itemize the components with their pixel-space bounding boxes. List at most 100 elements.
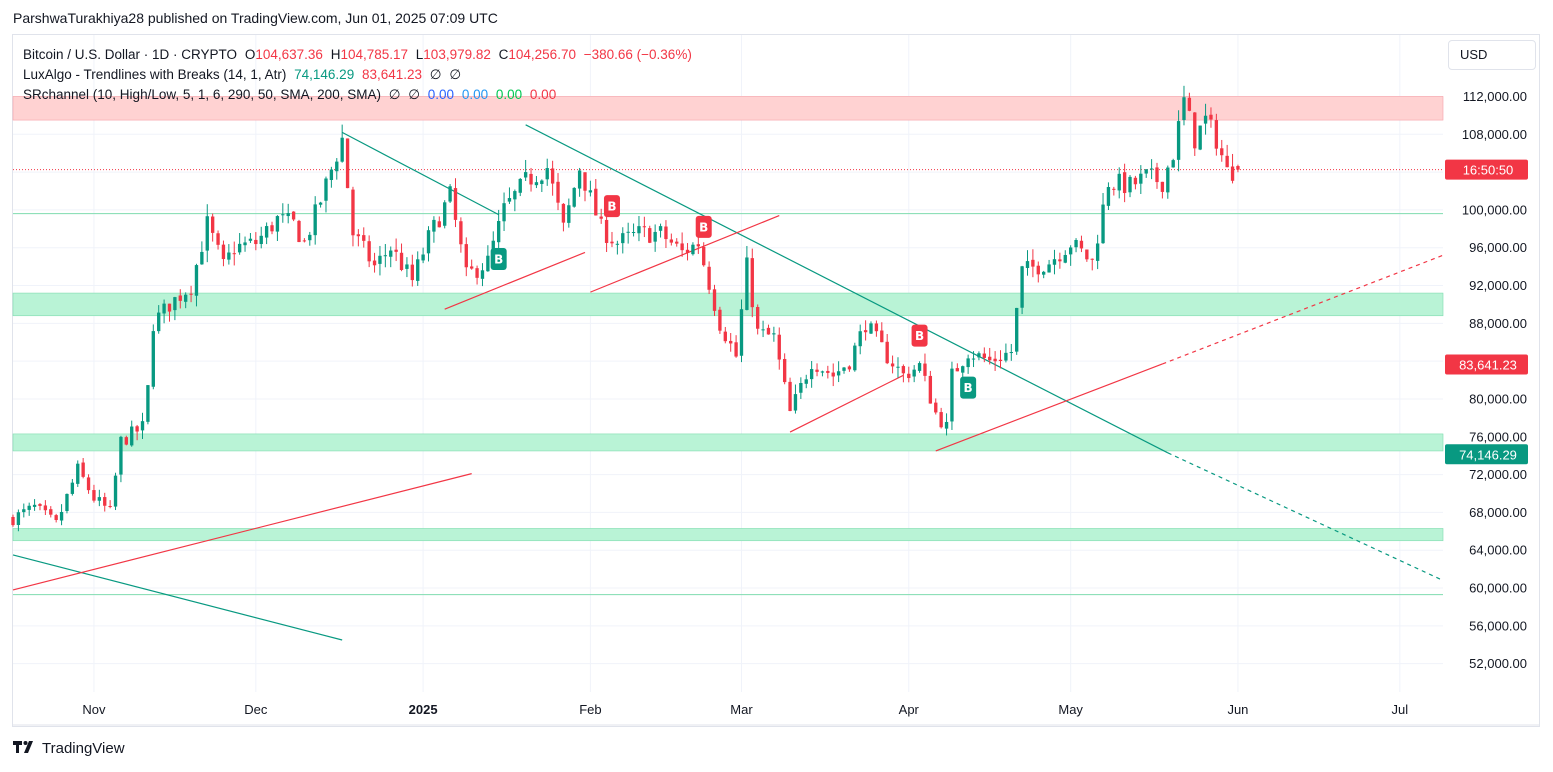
candle-body xyxy=(464,244,468,268)
candle-body xyxy=(961,366,965,373)
price-label-text: 16:50:50 xyxy=(1463,163,1514,178)
candle xyxy=(167,303,172,322)
footer-brand[interactable]: TradingView xyxy=(13,740,125,757)
candle xyxy=(993,351,997,371)
candle xyxy=(529,167,533,192)
candle-body xyxy=(637,226,641,234)
sr-zone-green xyxy=(12,528,1444,542)
break-marker-label: B xyxy=(915,329,924,343)
candle-body xyxy=(723,331,727,342)
publisher-line: ParshwaTurakhiya28 published on TradingV… xyxy=(13,10,498,26)
candle xyxy=(831,363,835,387)
price-tick-label: 56,000.00 xyxy=(1469,618,1527,633)
candle-body xyxy=(367,241,371,262)
break-marker-label: B xyxy=(494,253,503,267)
candle xyxy=(745,245,749,311)
price-tick-label: 72,000.00 xyxy=(1469,467,1527,482)
candle-body xyxy=(405,264,409,269)
candle-body xyxy=(1031,259,1035,267)
candle xyxy=(626,222,630,244)
candle-body xyxy=(653,231,657,242)
candle xyxy=(653,224,657,252)
candle-body xyxy=(157,312,161,332)
candle xyxy=(210,213,215,242)
high-value: 104,785.17 xyxy=(340,47,409,62)
candle xyxy=(772,326,776,342)
indicator2-value-2: ∅ xyxy=(408,87,421,102)
candle xyxy=(178,289,182,309)
high-label: H xyxy=(330,47,341,62)
candle-body xyxy=(1193,112,1197,149)
candle xyxy=(216,230,220,250)
candle-body xyxy=(588,190,593,193)
price-label-red: 83,641.23 xyxy=(1445,354,1528,375)
trendline-red xyxy=(12,473,472,591)
change-value: −380.66 (−0.36%) xyxy=(583,47,692,62)
candle-body xyxy=(928,375,933,404)
candle xyxy=(448,184,452,204)
candle-body xyxy=(966,358,970,368)
candle xyxy=(1052,249,1057,275)
candle xyxy=(707,261,711,295)
candle-body xyxy=(1085,249,1089,260)
symbol-legend-row[interactable]: Bitcoin / U.S. Dollar · 1D · CRYPTO O104… xyxy=(23,45,696,65)
candle xyxy=(232,241,236,266)
candle xyxy=(680,232,684,257)
candle-body xyxy=(178,295,182,301)
break-marker-red: B xyxy=(911,324,928,347)
candle-body xyxy=(988,356,992,361)
price-tick-label: 80,000.00 xyxy=(1469,391,1527,406)
candle-body xyxy=(1058,259,1062,262)
candle-body xyxy=(550,168,555,184)
candle-body xyxy=(615,243,620,245)
candle-body xyxy=(351,189,355,236)
candle-body xyxy=(545,168,549,180)
candle-body xyxy=(599,216,603,219)
candle xyxy=(383,244,388,268)
candle xyxy=(32,499,37,511)
candle xyxy=(637,216,641,242)
candle-body xyxy=(38,504,42,506)
time-tick-label: 2025 xyxy=(409,702,438,717)
candle xyxy=(470,259,474,270)
candle-body xyxy=(270,225,274,232)
price-label-text: 74,146.29 xyxy=(1459,447,1517,462)
candle-body xyxy=(880,330,884,343)
indicator1-legend-row[interactable]: LuxAlgo - Trendlines with Breaks (14, 1,… xyxy=(23,65,696,85)
trendline-red xyxy=(444,251,586,310)
candle xyxy=(173,296,177,321)
candle-body xyxy=(1112,188,1116,190)
indicator2-legend-row[interactable]: SRchannel (10, High/Low, 5, 1, 6, 290, 5… xyxy=(23,85,696,105)
candle xyxy=(966,354,970,374)
indicator2-value-3: 0.00 xyxy=(427,87,455,102)
candle-body xyxy=(162,303,166,314)
candle xyxy=(702,242,706,267)
candle-body xyxy=(718,309,722,331)
candle xyxy=(367,235,371,268)
candle-body xyxy=(1101,204,1105,244)
candle xyxy=(1009,343,1013,361)
candle xyxy=(362,227,366,248)
trendline-green xyxy=(525,124,1169,454)
candle xyxy=(1182,85,1186,126)
candle xyxy=(1068,245,1073,266)
indicator2-value-6: 0.00 xyxy=(529,87,557,102)
candle-body xyxy=(1128,176,1132,193)
candle-body xyxy=(394,249,398,252)
currency-button[interactable]: USD xyxy=(1448,40,1536,70)
candle-body xyxy=(1155,167,1159,183)
candle xyxy=(453,178,458,228)
candle xyxy=(308,231,312,246)
candle-body xyxy=(977,353,981,358)
candle xyxy=(184,292,188,309)
candle xyxy=(615,240,620,255)
candle-body xyxy=(113,475,118,507)
candle xyxy=(140,412,145,439)
price-label-box xyxy=(1445,444,1528,465)
candle xyxy=(766,324,771,335)
candle xyxy=(124,435,128,446)
price-tick-label: 76,000.00 xyxy=(1469,429,1527,444)
time-tick-label: Nov xyxy=(82,702,106,717)
price-tick-label: 88,000.00 xyxy=(1469,316,1527,331)
